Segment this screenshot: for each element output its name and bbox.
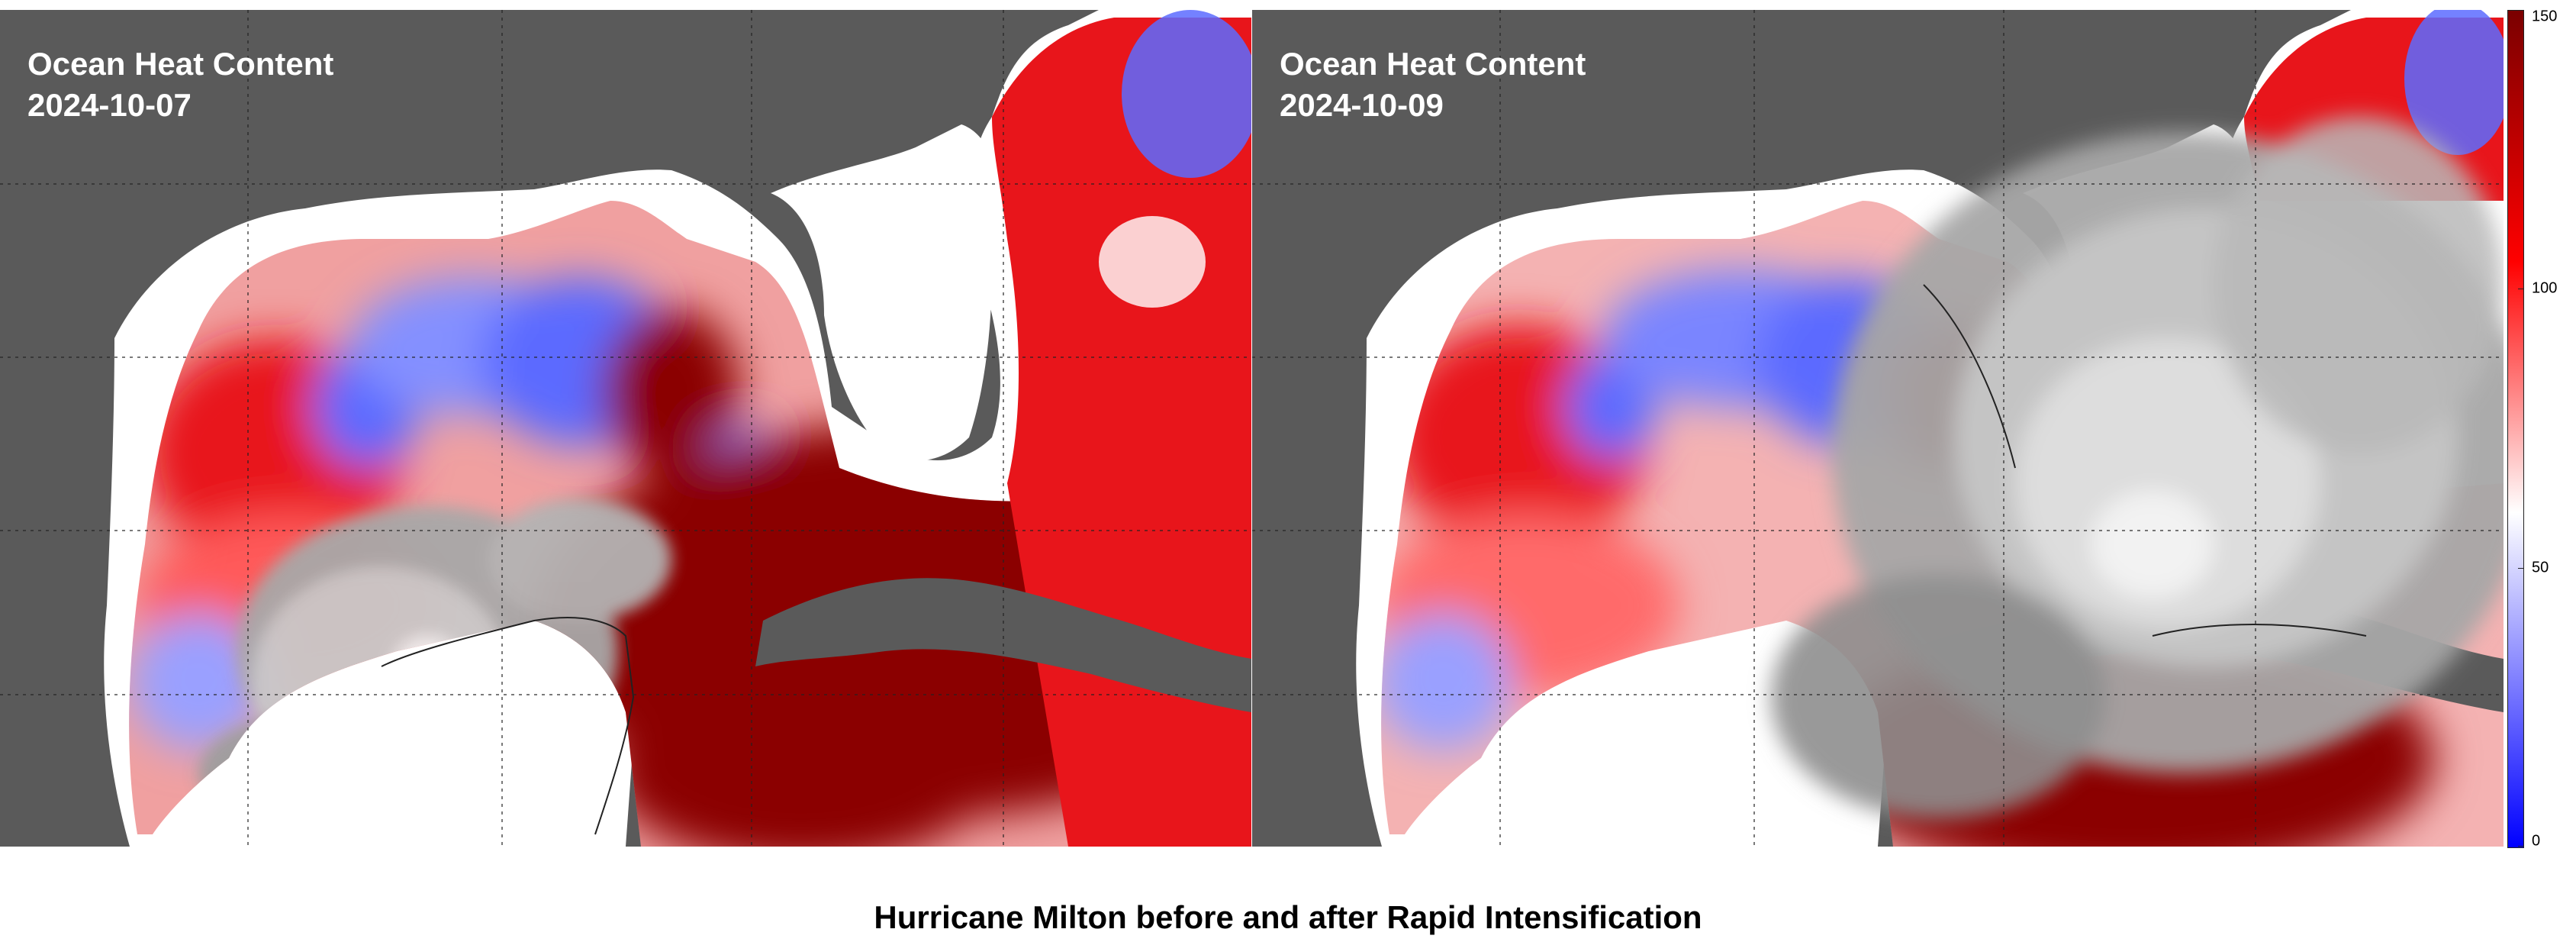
panel-title-left: Ocean Heat Content 2024-10-07: [27, 44, 333, 126]
panel-title-text: Ocean Heat Content: [27, 46, 334, 82]
colorbar-tick-100: 100: [2532, 279, 2558, 297]
panel-title-right: Ocean Heat Content 2024-10-09: [1280, 44, 1586, 126]
colorbar-tickmark: [2518, 568, 2524, 569]
hurricane-clouds-right: [1771, 117, 2504, 819]
panel-date: 2024-10-07: [27, 87, 192, 123]
ocean-heat-map-left: [0, 10, 1251, 847]
colorbar-tick-150: 150: [2532, 8, 2558, 25]
ocean-heat-map-right: [1252, 10, 2504, 847]
colorbar-tick-0: 0: [2532, 832, 2541, 850]
panel-title-text: Ocean Heat Content: [1280, 46, 1586, 82]
colorbar: [2507, 10, 2524, 848]
colorbar-tickmark: [2518, 846, 2524, 847]
colorbar-tick-50: 50: [2532, 559, 2549, 576]
figure-caption: Hurricane Milton before and after Rapid …: [874, 899, 1702, 935]
map-panel-2024-10-09: Ocean Heat Content 2024-10-09: [1252, 10, 2504, 847]
colorbar-tickmark: [2518, 10, 2524, 11]
florida-left: [771, 124, 1000, 461]
yucatan-coast-left: [381, 617, 635, 835]
panel-date: 2024-10-09: [1280, 87, 1444, 123]
map-panel-2024-10-07: Ocean Heat Content 2024-10-07: [0, 10, 1251, 847]
